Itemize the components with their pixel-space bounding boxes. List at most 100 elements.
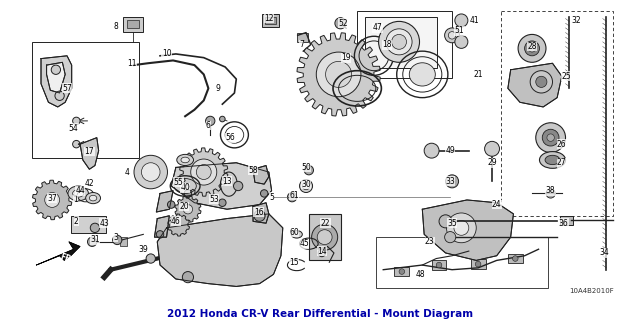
Text: 32: 32 bbox=[572, 16, 582, 25]
Text: 57: 57 bbox=[62, 84, 72, 93]
Text: 11: 11 bbox=[127, 59, 137, 68]
Polygon shape bbox=[297, 33, 380, 116]
Ellipse shape bbox=[545, 155, 560, 164]
Circle shape bbox=[318, 249, 326, 257]
Text: 31: 31 bbox=[90, 236, 100, 244]
Text: 15: 15 bbox=[289, 258, 299, 267]
Text: 56: 56 bbox=[226, 133, 236, 142]
Text: 18: 18 bbox=[382, 40, 392, 49]
Circle shape bbox=[196, 164, 211, 180]
Text: 47: 47 bbox=[372, 23, 383, 32]
Text: 40: 40 bbox=[180, 183, 190, 192]
Circle shape bbox=[529, 44, 536, 52]
Ellipse shape bbox=[90, 195, 97, 201]
Polygon shape bbox=[33, 180, 72, 220]
Circle shape bbox=[513, 256, 518, 261]
Text: 23: 23 bbox=[425, 237, 435, 246]
Circle shape bbox=[113, 235, 122, 244]
Text: 3: 3 bbox=[113, 233, 118, 242]
Circle shape bbox=[530, 71, 552, 93]
Bar bbox=[123, 17, 143, 32]
Text: 46: 46 bbox=[171, 217, 180, 226]
Polygon shape bbox=[154, 216, 170, 237]
Text: 52: 52 bbox=[339, 19, 348, 28]
Polygon shape bbox=[253, 203, 269, 223]
Circle shape bbox=[90, 223, 100, 233]
Text: 21: 21 bbox=[474, 70, 483, 79]
Circle shape bbox=[184, 190, 191, 197]
Circle shape bbox=[476, 261, 481, 267]
Circle shape bbox=[234, 181, 243, 191]
Circle shape bbox=[447, 213, 476, 243]
Circle shape bbox=[88, 237, 97, 246]
Text: 50: 50 bbox=[301, 163, 311, 172]
Circle shape bbox=[55, 91, 64, 100]
Circle shape bbox=[300, 180, 312, 193]
Circle shape bbox=[546, 189, 556, 198]
Text: 55: 55 bbox=[174, 178, 184, 187]
Circle shape bbox=[312, 224, 338, 250]
Circle shape bbox=[134, 155, 168, 189]
Circle shape bbox=[392, 35, 406, 49]
Polygon shape bbox=[157, 214, 283, 286]
Circle shape bbox=[525, 41, 540, 56]
Circle shape bbox=[536, 123, 566, 153]
Text: 24: 24 bbox=[492, 200, 502, 209]
Text: 43: 43 bbox=[99, 219, 109, 228]
Bar bbox=[297, 33, 308, 42]
Circle shape bbox=[72, 140, 80, 148]
Circle shape bbox=[287, 193, 297, 202]
Polygon shape bbox=[47, 62, 65, 93]
Text: 1: 1 bbox=[73, 196, 78, 204]
Text: 4: 4 bbox=[125, 168, 130, 177]
Text: 14: 14 bbox=[317, 247, 326, 256]
Text: 8: 8 bbox=[113, 21, 118, 30]
Circle shape bbox=[399, 269, 404, 274]
Text: 42: 42 bbox=[84, 179, 94, 188]
Text: 27: 27 bbox=[557, 158, 566, 167]
Circle shape bbox=[436, 262, 442, 268]
Text: 6: 6 bbox=[206, 121, 211, 130]
Text: 54: 54 bbox=[68, 124, 79, 133]
Circle shape bbox=[439, 215, 452, 228]
Circle shape bbox=[542, 129, 559, 146]
Text: 5: 5 bbox=[269, 193, 274, 202]
Ellipse shape bbox=[410, 63, 435, 86]
Text: 10A4B2010F: 10A4B2010F bbox=[569, 288, 614, 294]
Polygon shape bbox=[422, 200, 513, 260]
Polygon shape bbox=[172, 163, 271, 209]
Bar bbox=[357, 11, 452, 78]
Circle shape bbox=[455, 14, 468, 27]
Text: 48: 48 bbox=[415, 270, 425, 279]
Bar bbox=[120, 237, 127, 246]
Text: 16: 16 bbox=[254, 208, 264, 217]
Ellipse shape bbox=[291, 231, 302, 238]
Text: 49: 49 bbox=[445, 146, 455, 155]
Bar bbox=[265, 17, 276, 24]
Circle shape bbox=[168, 201, 175, 208]
Circle shape bbox=[219, 199, 226, 206]
Circle shape bbox=[182, 272, 193, 283]
Text: 29: 29 bbox=[487, 158, 497, 167]
Text: 33: 33 bbox=[445, 177, 455, 186]
Ellipse shape bbox=[177, 154, 193, 165]
Ellipse shape bbox=[86, 193, 100, 204]
Text: 44: 44 bbox=[75, 186, 85, 195]
Circle shape bbox=[424, 143, 439, 158]
Text: 34: 34 bbox=[600, 248, 609, 258]
Text: 9: 9 bbox=[215, 84, 220, 93]
Polygon shape bbox=[175, 196, 201, 222]
Circle shape bbox=[260, 190, 268, 197]
Text: 22: 22 bbox=[321, 219, 330, 228]
Bar bbox=[431, 260, 447, 270]
Bar bbox=[309, 214, 341, 260]
Circle shape bbox=[454, 220, 469, 235]
Circle shape bbox=[445, 232, 456, 243]
Circle shape bbox=[317, 230, 332, 244]
Text: 51: 51 bbox=[454, 26, 464, 35]
Circle shape bbox=[304, 165, 314, 175]
Circle shape bbox=[449, 32, 456, 39]
Bar bbox=[127, 20, 139, 28]
Text: 25: 25 bbox=[562, 72, 572, 81]
Text: 12: 12 bbox=[264, 14, 274, 23]
